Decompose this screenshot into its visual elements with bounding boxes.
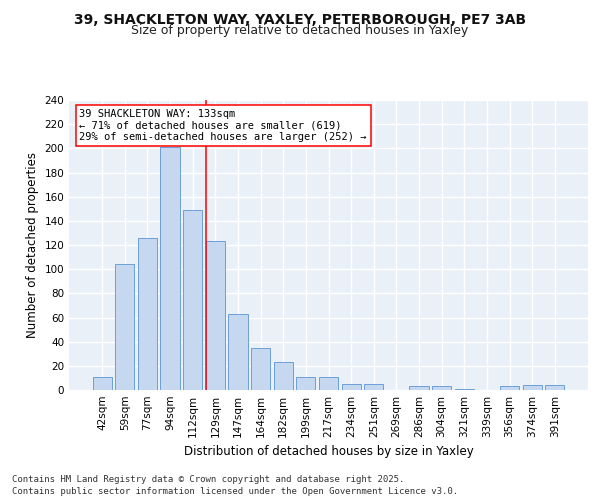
Bar xyxy=(206,242,225,390)
Text: Contains HM Land Registry data © Crown copyright and database right 2025.
Contai: Contains HM Land Registry data © Crown c… xyxy=(12,475,458,496)
Text: 39 SHACKLETON WAY: 133sqm
← 71% of detached houses are smaller (619)
29% of semi: 39 SHACKLETON WAY: 133sqm ← 71% of detac… xyxy=(79,108,367,142)
Y-axis label: Number of detached properties: Number of detached properties xyxy=(26,152,39,338)
Bar xyxy=(296,376,316,390)
Bar xyxy=(341,384,361,390)
Bar xyxy=(274,362,293,390)
Bar xyxy=(364,384,383,390)
Bar xyxy=(160,147,180,390)
Bar xyxy=(319,376,338,390)
Bar xyxy=(409,386,428,390)
Bar xyxy=(545,385,565,390)
Text: Size of property relative to detached houses in Yaxley: Size of property relative to detached ho… xyxy=(131,24,469,37)
Bar xyxy=(229,314,248,390)
Bar xyxy=(183,210,202,390)
Bar xyxy=(138,238,157,390)
Bar xyxy=(455,389,474,390)
Bar xyxy=(432,386,451,390)
Bar xyxy=(523,385,542,390)
Bar xyxy=(92,376,112,390)
Bar xyxy=(115,264,134,390)
Text: 39, SHACKLETON WAY, YAXLEY, PETERBOROUGH, PE7 3AB: 39, SHACKLETON WAY, YAXLEY, PETERBOROUGH… xyxy=(74,12,526,26)
X-axis label: Distribution of detached houses by size in Yaxley: Distribution of detached houses by size … xyxy=(184,446,473,458)
Bar xyxy=(251,348,270,390)
Bar xyxy=(500,386,519,390)
